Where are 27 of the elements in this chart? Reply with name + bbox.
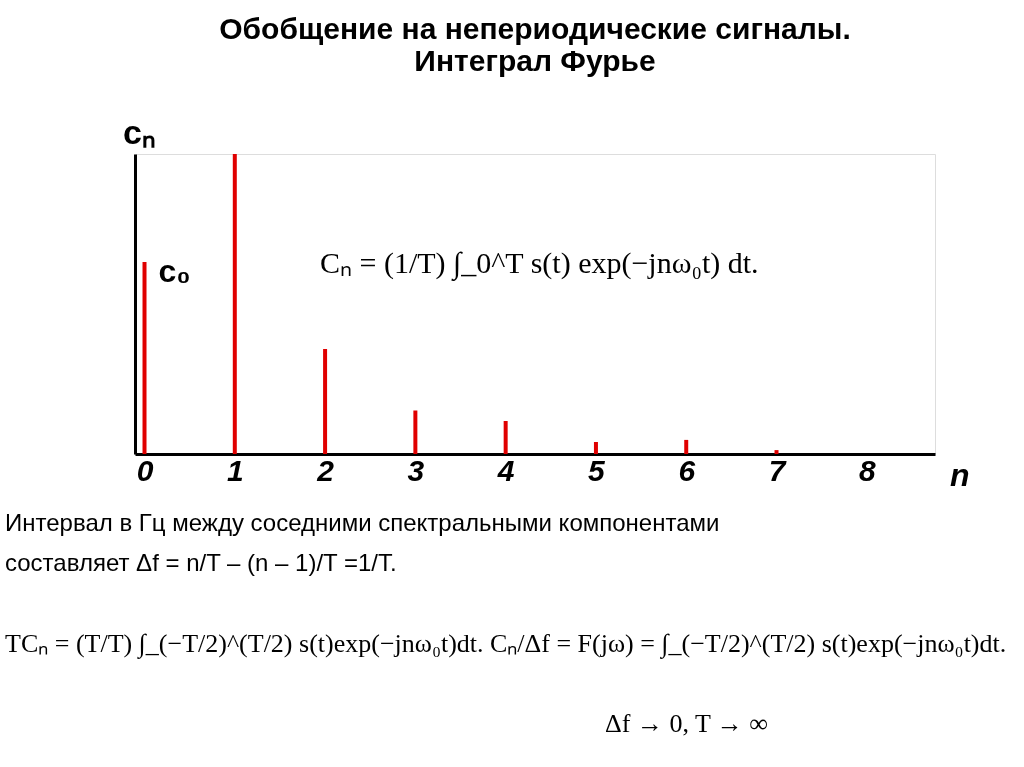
x-tick-label: 4 (496, 453, 515, 487)
x-tick-label: 7 (768, 453, 787, 487)
x-tick-label: 0 (136, 453, 154, 487)
x-tick-label: 5 (588, 453, 607, 487)
bar (503, 421, 508, 454)
x-tick-label: 2 (316, 453, 335, 487)
text: Интервал в Гц между соседними спектральными компонентами (5, 509, 720, 536)
x-tick-label: 8 (858, 453, 876, 487)
bar (323, 349, 328, 454)
x-tick-label: 6 (678, 453, 696, 487)
text: TCₙ = (T/T) ∫_(−T/2)^(T/2) s(t)exp(−jnω₀t)dt. (5, 629, 484, 659)
text: Cₙ/Δf = F(jω) = ∫_(−T/2)^(T/2) s(t)exp(−jnω₀t)dt. (490, 629, 1007, 659)
y-axis-title: cₙ (123, 113, 156, 151)
x-tick-label: 3 (407, 453, 425, 487)
bar (142, 262, 147, 454)
x-axis-title: n (950, 457, 970, 493)
text: составляет Δf = n/T – (n – 1)/T =1/T. (5, 549, 397, 576)
bar (684, 439, 689, 454)
x-tick-label: 1 (226, 453, 244, 487)
bar (232, 154, 237, 454)
text: Δf → 0, T → ∞ (605, 709, 768, 738)
bar (413, 410, 418, 454)
annotation: Cₙ = (1/T) ∫_0^T s(t) exp(−jnω₀t) dt. (320, 246, 759, 282)
bar (774, 450, 779, 454)
bar (593, 442, 598, 454)
annotation: c₀ (158, 253, 191, 289)
chart-title: Обобщение на непериодические сигналы. Интеграл Фурье (219, 12, 851, 77)
